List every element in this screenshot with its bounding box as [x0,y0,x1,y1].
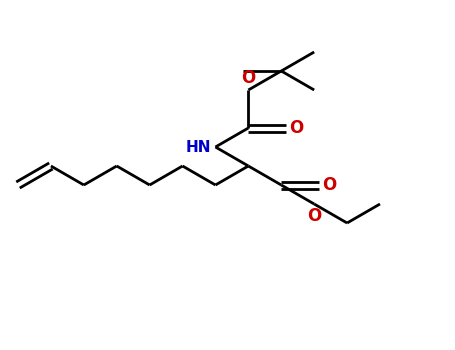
Text: O: O [289,119,303,137]
Text: HN: HN [186,140,212,154]
Text: O: O [307,207,321,225]
Text: O: O [322,176,337,194]
Text: O: O [241,69,256,87]
